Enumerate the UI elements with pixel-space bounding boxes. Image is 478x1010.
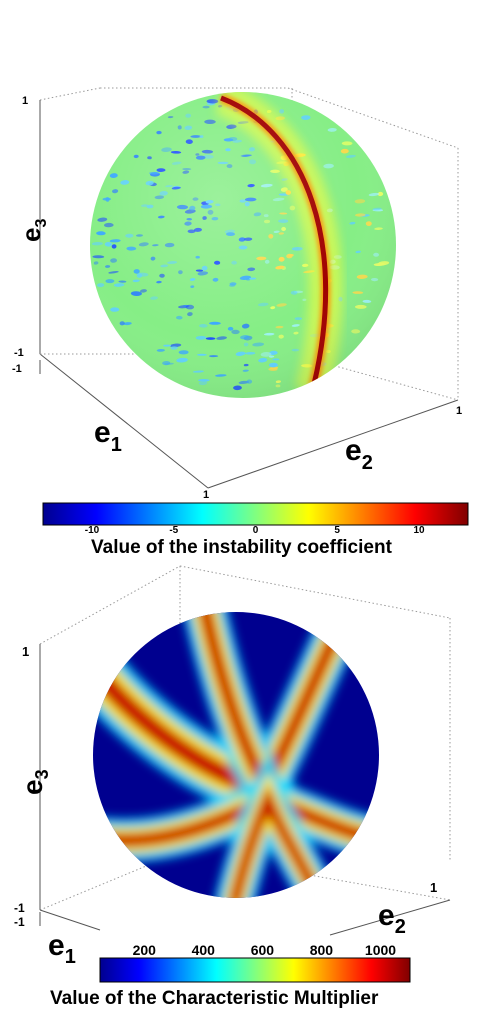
plot2-e3-tick-max: 1 — [22, 644, 29, 659]
plot2-e1-label: e1 — [48, 929, 76, 968]
plot2-ticks: 1 -1 -1 1 — [14, 644, 437, 929]
instability-plot: 1 -1 -1 1 1 e3 e1 e2 -10 -5 0 5 10 Value of … — [12, 87, 469, 558]
plot2-e1-tick-min: -1 — [14, 915, 25, 929]
characteristic-multiplier-plot: 1 -1 -1 1 e3 e1 e2 200 400 600 800 1000 Valu… — [14, 565, 451, 1009]
plot2-e3-tick-min: -1 — [14, 901, 25, 915]
plot1-e1-label: e1 — [94, 416, 122, 456]
colorbar2-ticks: 200 400 600 800 1000 — [133, 942, 397, 958]
colorbar-tick-label: 1000 — [365, 942, 396, 958]
plot2-e2-label: e2 — [378, 899, 406, 938]
colorbar1-ticks: -10 -5 0 5 10 — [85, 525, 425, 536]
plot2-axis-labels: e3 e1 e2 — [17, 769, 406, 968]
colorbar-tick-label: 10 — [413, 525, 425, 536]
colorbar-tick-label: 200 — [133, 942, 157, 958]
plot1-e2-label: e2 — [345, 434, 373, 474]
colorbar-tick-label: 800 — [310, 942, 334, 958]
plot1-e1-tick-max: 1 — [203, 489, 209, 501]
plot1-e3-label: e3 — [16, 219, 50, 242]
colorbar-tick-label: 5 — [334, 525, 340, 536]
plot2-axes-box — [39, 565, 451, 936]
colorbar-tick-label: -5 — [169, 525, 178, 536]
colorbar2-title: Value of the Characteristic Multiplier — [50, 988, 379, 1009]
colorbar1-gradient — [42, 502, 469, 526]
colorbar-tick-label: 400 — [192, 942, 216, 958]
plot1-e3-tick-max: 1 — [22, 95, 28, 107]
colorbar1-title: Value of the instability coefficient — [91, 537, 393, 558]
plot1-sphere — [90, 92, 396, 398]
plot1-ticks: 1 -1 -1 1 1 — [12, 95, 462, 501]
colorbar2-gradient — [99, 957, 411, 983]
colorbar-tick-label: -10 — [85, 525, 100, 536]
plot1-e2-tick-max: 1 — [456, 405, 462, 417]
colorbar-tick-label: 600 — [251, 942, 275, 958]
plot2-e3-label: e3 — [17, 769, 52, 795]
plot1-e1-tick-min: -1 — [12, 363, 22, 375]
plot1-axis-labels: e3 e1 e2 — [16, 219, 373, 474]
plot1-colorbar: -10 -5 0 5 10 Value of the instability coeff… — [42, 502, 469, 558]
colorbar-tick-label: 0 — [253, 525, 259, 536]
plot1-e3-tick-min: -1 — [14, 347, 24, 359]
plot2-e2-tick-max: 1 — [430, 880, 437, 895]
plot2-colorbar: 200 400 600 800 1000 Value of the Characteri… — [50, 942, 411, 1009]
plot2-sphere — [93, 612, 379, 898]
